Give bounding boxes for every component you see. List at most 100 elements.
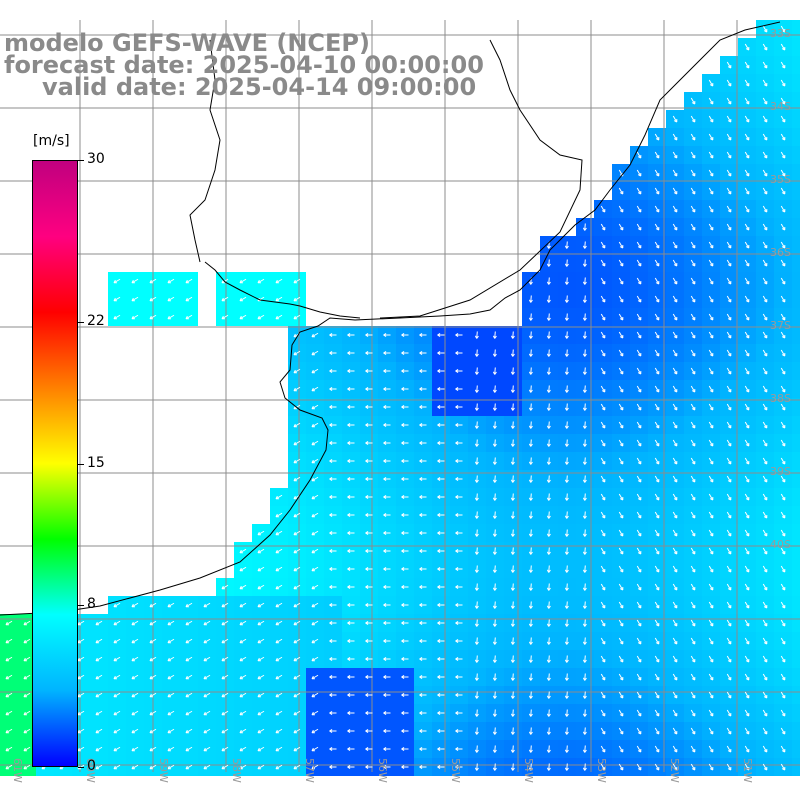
- wind-arrow: [437, 639, 445, 643]
- wind-arrow: [95, 710, 103, 716]
- wind-arrow: [600, 421, 606, 429]
- wind-arrow: [510, 349, 515, 357]
- wind-arrow: [365, 747, 373, 751]
- wind-arrow: [419, 675, 427, 679]
- wind-arrow: [131, 692, 139, 698]
- wind-arrow: [618, 223, 624, 231]
- wind-arrow: [131, 278, 139, 284]
- wind-arrow: [185, 638, 193, 644]
- wind-arrow: [455, 387, 463, 391]
- wind-arrow: [672, 151, 678, 159]
- wind-arrow: [293, 692, 301, 698]
- wind-arrow: [618, 349, 624, 357]
- wind-arrow: [275, 728, 283, 734]
- wind-arrow: [185, 692, 193, 698]
- wind-arrow: [582, 637, 587, 645]
- wind-arrow: [167, 278, 175, 284]
- wind-arrow: [654, 169, 660, 177]
- colorbar-tick-label: 8: [87, 596, 96, 613]
- wind-arrow: [492, 403, 497, 411]
- wind-arrow: [293, 476, 301, 482]
- wind-arrow: [744, 43, 750, 51]
- wind-arrow: [293, 422, 301, 428]
- wind-arrow: [528, 763, 533, 771]
- wind-arrow: [419, 369, 427, 373]
- wind-arrow: [23, 638, 31, 644]
- wind-arrow: [365, 333, 373, 337]
- wind-arrow: [167, 656, 175, 662]
- wind-arrow: [185, 278, 193, 284]
- wind-arrow: [437, 387, 445, 391]
- wind-arrow: [293, 314, 301, 320]
- wind-arrow: [744, 565, 750, 573]
- wind-arrow: [329, 729, 337, 733]
- wind-arrow: [455, 711, 463, 715]
- wind-arrow: [437, 459, 445, 463]
- wind-arrow: [564, 493, 569, 501]
- longitude-label: 60W: [84, 758, 97, 783]
- wind-arrow: [365, 351, 373, 355]
- wind-arrow: [546, 475, 551, 483]
- wind-arrow: [293, 530, 301, 536]
- wind-arrow: [618, 331, 624, 339]
- wind-arrow: [365, 387, 373, 391]
- wind-arrow: [149, 728, 157, 734]
- wind-arrow: [672, 277, 678, 285]
- wind-arrow: [600, 727, 606, 735]
- wind-arrow: [293, 638, 301, 644]
- wind-arrow: [419, 603, 427, 607]
- wind-arrow: [401, 693, 409, 697]
- wind-arrow: [600, 295, 606, 303]
- wind-arrow: [492, 619, 497, 627]
- wind-arrow: [131, 602, 139, 608]
- wind-arrow: [455, 423, 463, 427]
- wind-arrow: [672, 619, 678, 627]
- wind-arrow: [239, 566, 247, 572]
- wind-arrow: [455, 621, 463, 625]
- wind-arrow: [311, 656, 319, 662]
- wind-arrow: [528, 457, 533, 465]
- wind-arrow: [528, 331, 533, 339]
- wind-arrow: [744, 475, 750, 483]
- wind-arrow: [347, 405, 355, 409]
- wind-arrow: [275, 692, 283, 698]
- wind-arrow: [347, 531, 355, 535]
- wind-speed-cell: [792, 236, 800, 254]
- wind-arrow: [257, 764, 265, 770]
- wind-arrow: [564, 583, 569, 591]
- wind-arrow: [762, 745, 768, 753]
- longitude-label: 61W: [11, 758, 24, 783]
- wind-arrow: [401, 495, 409, 499]
- wind-arrow: [744, 259, 750, 267]
- wind-arrow: [275, 278, 283, 284]
- wind-arrow: [492, 709, 497, 717]
- wind-arrow: [780, 277, 786, 285]
- wind-arrow: [762, 223, 768, 231]
- wind-arrow: [329, 765, 337, 769]
- wind-arrow: [401, 423, 409, 427]
- wind-arrow: [311, 602, 319, 608]
- wind-arrow: [744, 295, 750, 303]
- wind-arrow: [708, 151, 714, 159]
- wind-arrow: [708, 439, 714, 447]
- wind-arrow: [437, 621, 445, 625]
- wind-arrow: [419, 549, 427, 553]
- wind-arrow: [203, 692, 211, 698]
- wind-arrow: [365, 621, 373, 625]
- wind-arrow: [618, 295, 624, 303]
- wind-arrow: [654, 493, 660, 501]
- wind-arrow: [546, 691, 551, 699]
- wind-arrow: [726, 277, 732, 285]
- wind-arrow: [636, 709, 642, 717]
- wind-arrow: [365, 549, 373, 553]
- wind-arrow: [5, 710, 13, 716]
- wind-arrow: [528, 727, 533, 735]
- wind-arrow: [510, 421, 515, 429]
- wind-arrow: [564, 637, 569, 645]
- wind-arrow: [726, 565, 732, 573]
- wind-arrow: [708, 331, 714, 339]
- wind-arrow: [744, 331, 750, 339]
- wind-arrow: [311, 692, 319, 698]
- wind-arrow: [582, 439, 587, 447]
- wind-arrow: [780, 25, 786, 33]
